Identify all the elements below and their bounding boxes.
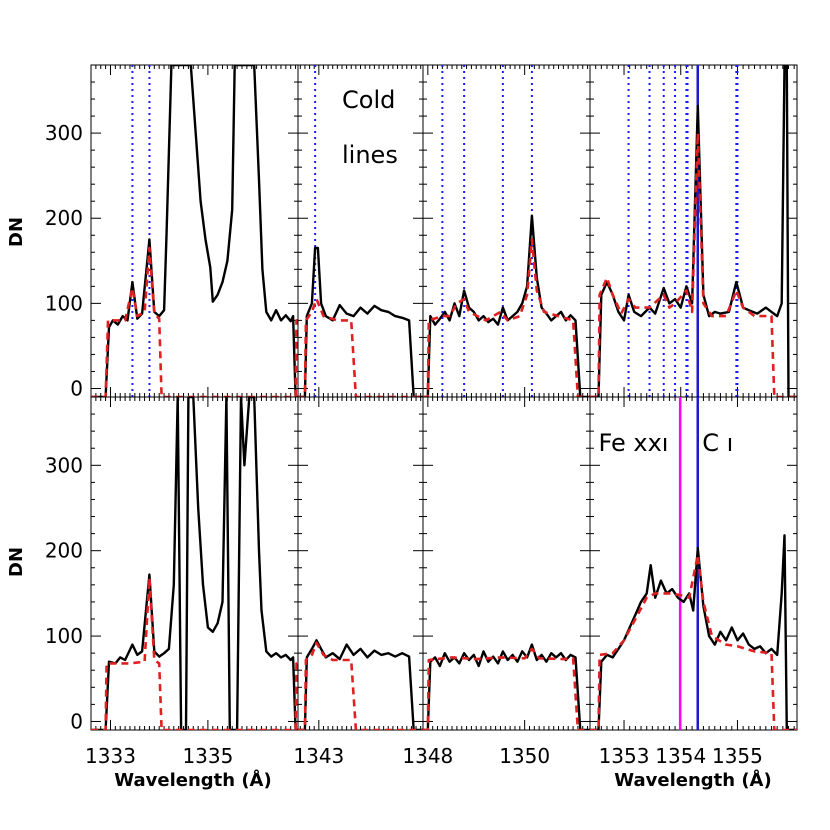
panel-frame xyxy=(422,396,591,731)
series-model-line xyxy=(590,131,797,397)
panel-row1-win4 xyxy=(589,64,798,398)
series-observed-line xyxy=(590,65,797,397)
series-observed-line xyxy=(298,246,423,397)
panel-row2-win2: 1343 xyxy=(293,396,424,768)
series-model-line xyxy=(298,297,423,397)
series-observed-line xyxy=(423,214,590,397)
y-tick-label: 200 xyxy=(45,206,83,230)
x-tick-label: 1354 xyxy=(655,744,706,768)
series-observed-line xyxy=(423,643,590,730)
y-tick-label: 100 xyxy=(45,291,83,315)
panel-frame xyxy=(589,396,798,731)
x-tick-label: 1343 xyxy=(293,744,344,768)
series-model-line xyxy=(91,576,298,730)
y-tick-label: 0 xyxy=(70,376,83,400)
y-axis-label-bottom: DN xyxy=(6,547,27,577)
x-tick-label: 1335 xyxy=(182,744,233,768)
annotation-text: Cold xyxy=(342,86,395,114)
panel-row1-win3 xyxy=(422,64,591,398)
x-tick-label: 1348 xyxy=(402,744,453,768)
panel-frame xyxy=(422,64,591,398)
series-observed-line xyxy=(590,534,797,730)
series-observed-line xyxy=(91,397,298,730)
x-tick-label: 1353 xyxy=(599,744,650,768)
series-model-line xyxy=(590,553,797,730)
series-model-line xyxy=(298,641,423,730)
x-axis-label-left: Wavelength (Å) xyxy=(114,768,271,791)
series-model-line xyxy=(423,238,590,397)
panel-frame xyxy=(297,396,424,731)
x-axis-label-right: Wavelength (Å) xyxy=(614,768,771,791)
x-tick-label: 1333 xyxy=(85,744,136,768)
series-model-line xyxy=(91,246,298,397)
annotation-text: lines xyxy=(342,141,398,169)
panel-row1-win1: 0 100 200 300 xyxy=(45,64,299,400)
fe-xxi-label: Fe xxı xyxy=(599,429,669,457)
panel-row2-win3: 1348 1350 xyxy=(402,396,591,768)
panel-row2-win1: 0 100 200 300 1333 1335 xyxy=(45,396,299,768)
panel-row1-win2: Cold lines xyxy=(297,64,424,398)
y-tick-label: 200 xyxy=(45,539,83,563)
series-model-line xyxy=(423,647,590,730)
y-tick-label: 300 xyxy=(45,121,83,145)
series-observed-line xyxy=(91,65,298,397)
series-observed-line xyxy=(298,639,423,730)
y-axis-label-top: DN xyxy=(6,217,27,247)
panel-frame xyxy=(297,64,424,398)
y-tick-label: 300 xyxy=(45,453,83,477)
y-tick-label: 0 xyxy=(70,709,83,733)
panel-row2-win4: 1353 1354 1355 Fe xxı C ı xyxy=(589,396,798,768)
y-tick-label: 100 xyxy=(45,624,83,648)
x-tick-label: 1355 xyxy=(712,744,763,768)
x-tick-label: 1350 xyxy=(499,744,550,768)
c-i-label: C ı xyxy=(702,429,733,457)
